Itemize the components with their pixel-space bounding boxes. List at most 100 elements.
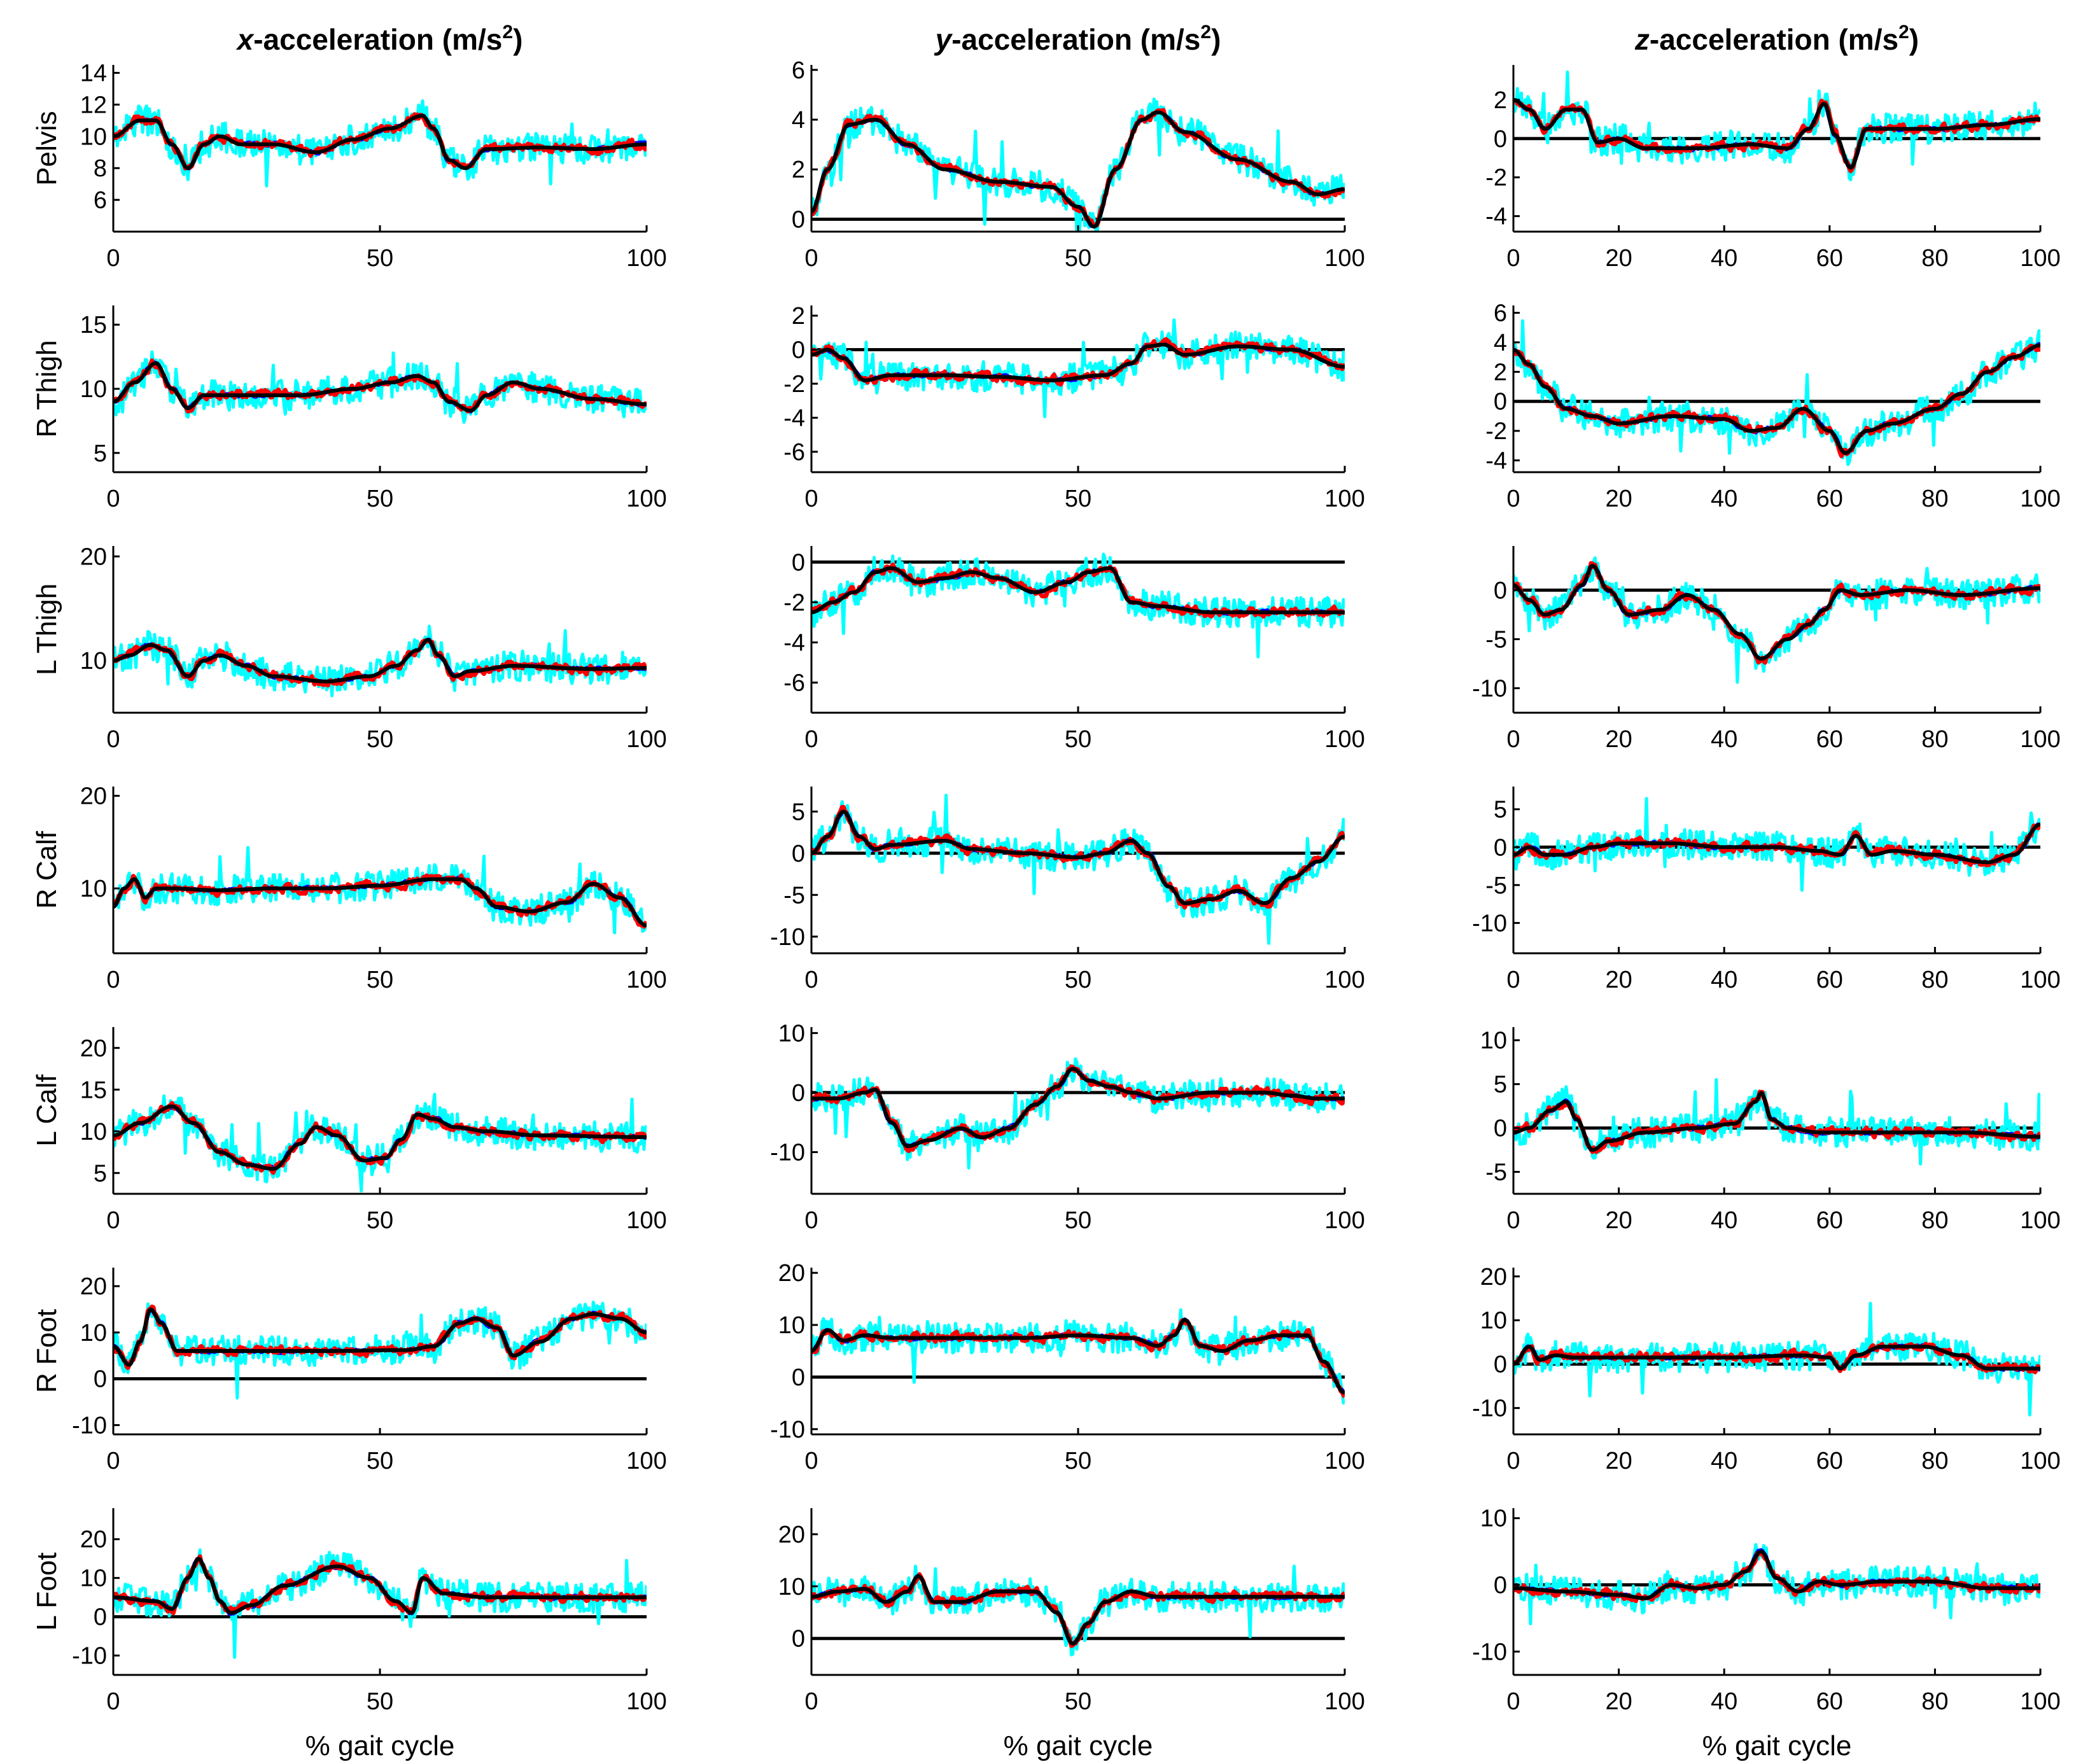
x-tick-label: 50 (1065, 726, 1091, 753)
column-title-axis: y (934, 23, 953, 56)
series-group (113, 624, 647, 697)
series-line-smoothed (113, 1104, 647, 1171)
row-label-l-foot: L Foot (31, 1552, 62, 1630)
series-group (1513, 556, 2040, 684)
series-line-smoothed (113, 361, 647, 413)
x-tick-label: 100 (626, 486, 666, 512)
y-tick-label: -10 (770, 924, 805, 951)
column-title-exponent: 2 (1200, 22, 1211, 43)
x-tick-label: 0 (804, 726, 818, 753)
x-tick-label: 0 (106, 726, 120, 753)
x-tick-label: 20 (1605, 1688, 1632, 1715)
y-tick-label: -10 (770, 1417, 805, 1443)
y-tick-label: 8 (94, 155, 107, 182)
series-line-estimated (811, 1064, 1345, 1154)
series-line-smoothed (811, 566, 1345, 615)
x-tick-label: 20 (1605, 486, 1632, 512)
y-tick-label: 20 (80, 543, 107, 570)
panel-lfoot-x: -10 0 10 20 0 50 100 (72, 1508, 667, 1715)
y-tick-label: 5 (1494, 1072, 1507, 1098)
column-title-text: -acceleration (m/s (951, 23, 1200, 56)
x-tick-label: 40 (1711, 1448, 1737, 1474)
row-label-r-thigh: R Thigh (31, 340, 62, 437)
y-tick-label: 0 (1494, 126, 1507, 153)
x-tick-label: 20 (1605, 726, 1632, 753)
y-tick-label: 15 (80, 312, 107, 339)
y-tick-label: -10 (1472, 1639, 1507, 1665)
y-tick-label: -10 (72, 1412, 107, 1439)
y-tick-label: 10 (1480, 1028, 1507, 1054)
x-tick-label: 50 (367, 726, 393, 753)
y-tick-label: 20 (80, 1527, 107, 1553)
x-tick-label: 80 (1921, 486, 1948, 512)
series-group (113, 350, 647, 424)
series-group (113, 1548, 647, 1659)
x-tick-label: 20 (1605, 967, 1632, 993)
y-tick-label: -10 (1472, 675, 1507, 702)
y-tick-label: 10 (80, 123, 107, 150)
x-tick-label: 60 (1816, 726, 1843, 753)
panel-rfoot-x: -10 0 10 20 0 50 100 (72, 1268, 667, 1474)
x-tick-label: 40 (1711, 1207, 1737, 1234)
series-group (1513, 1543, 2040, 1625)
x-tick-label: 40 (1711, 245, 1737, 272)
column-title-text: -acceleration (m/s (1650, 23, 1898, 56)
x-tick-label: 80 (1921, 967, 1948, 993)
x-tick-label: 50 (1065, 1207, 1091, 1234)
series-line-smoothed (1513, 1550, 2040, 1600)
x-tick-label: 50 (1065, 245, 1091, 272)
series-line-smoothed (811, 809, 1345, 906)
series-line-smoothed (1513, 563, 2040, 661)
x-tick-label: 100 (1324, 1448, 1364, 1474)
x-tick-label: 0 (1506, 726, 1520, 753)
x-tick-label: 100 (626, 1448, 666, 1474)
series-line-smoothed (113, 113, 647, 171)
x-tick-label: 100 (1324, 726, 1364, 753)
series-line-noisy (113, 1548, 647, 1659)
x-axis-label: % gait cycle (1702, 1730, 1852, 1761)
y-tick-label: -2 (783, 371, 805, 398)
y-tick-label: -10 (72, 1643, 107, 1670)
x-tick-label: 0 (804, 1688, 818, 1715)
x-tick-label: 0 (804, 1448, 818, 1474)
x-tick-label: 0 (1506, 967, 1520, 993)
x-tick-label: 80 (1921, 245, 1948, 272)
series-line-smoothed (1513, 822, 2040, 865)
x-tick-label: 100 (2020, 245, 2060, 272)
series-group (113, 1300, 647, 1400)
y-tick-label: 2 (1494, 359, 1507, 386)
y-tick-label: 5 (94, 1160, 107, 1187)
x-tick-label: 0 (106, 1207, 120, 1234)
y-tick-label: 20 (80, 1035, 107, 1062)
column-title-axis: x (235, 23, 255, 56)
series-line-smoothed (811, 1317, 1345, 1395)
y-tick-label: 4 (1494, 330, 1507, 356)
series-group (811, 1308, 1345, 1405)
series-group (1513, 1301, 2040, 1417)
x-tick-label: 100 (626, 245, 666, 272)
x-tick-label: 20 (1605, 1207, 1632, 1234)
y-tick-label: -2 (783, 589, 805, 616)
column-title-close: ) (1211, 23, 1221, 56)
y-tick-label: -6 (783, 439, 805, 466)
x-tick-label: 0 (804, 1207, 818, 1234)
panel-pelvis-x: 6 8 10 12 14 0 50 100 (80, 60, 667, 272)
y-tick-label: 0 (792, 841, 805, 867)
y-tick-label: 4 (792, 107, 805, 134)
column-title-text: -acceleration (m/s (253, 23, 502, 56)
y-tick-label: -4 (1485, 447, 1507, 474)
series-group (811, 552, 1345, 659)
series-group (113, 846, 647, 935)
x-tick-label: 50 (1065, 1688, 1091, 1715)
y-tick-label: 0 (792, 337, 805, 364)
x-tick-label: 50 (367, 486, 393, 512)
y-tick-label: 0 (94, 1366, 107, 1393)
series-group (811, 1057, 1345, 1170)
x-tick-label: 100 (1324, 1207, 1364, 1234)
x-tick-label: 20 (1605, 245, 1632, 272)
x-tick-label: 50 (367, 245, 393, 272)
